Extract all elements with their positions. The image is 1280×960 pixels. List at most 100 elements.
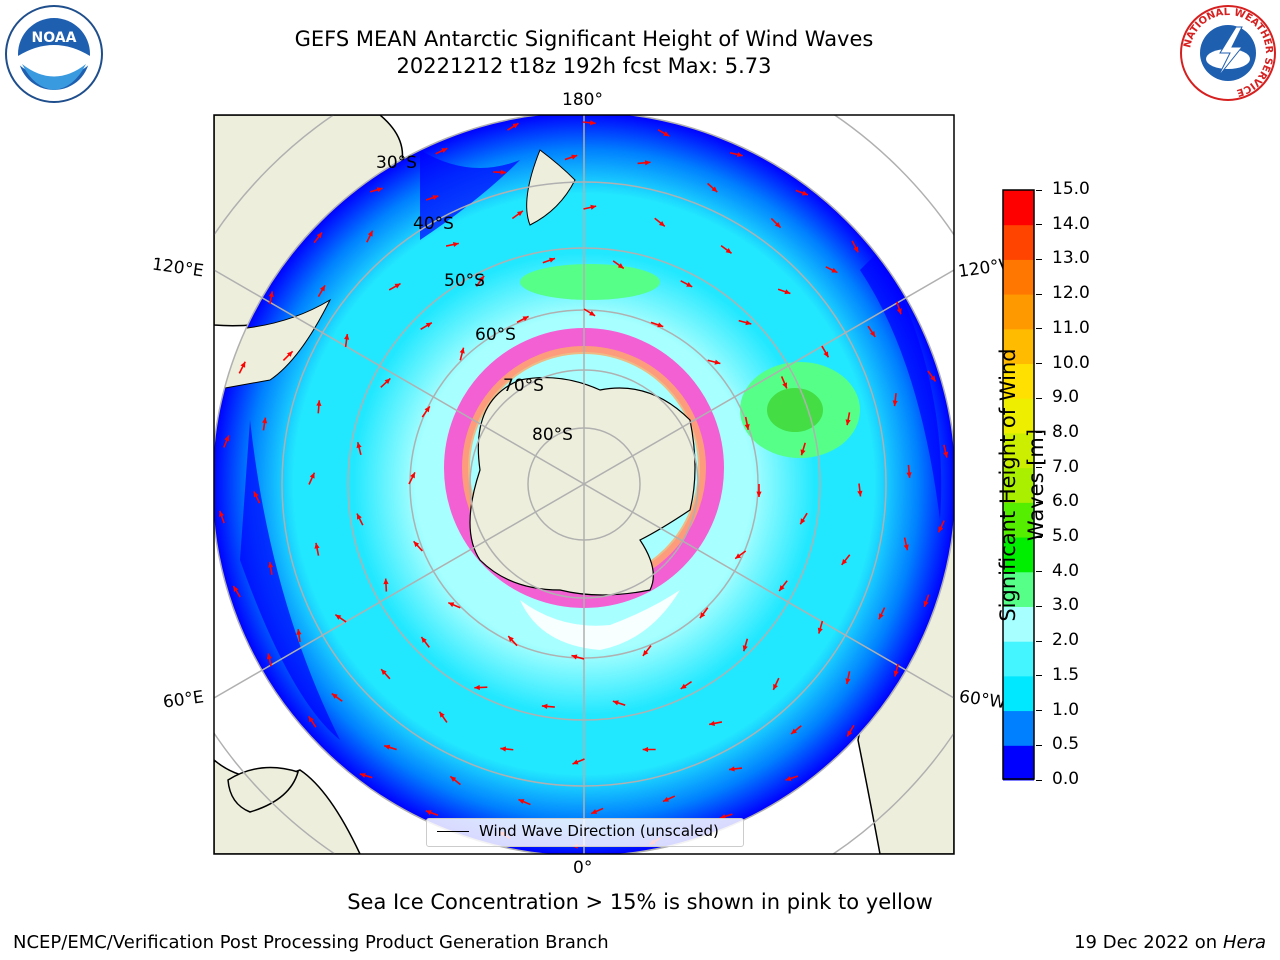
colorbar-segment — [1003, 745, 1034, 781]
wave-direction-arrowhead — [308, 716, 314, 723]
wave-direction-arrowhead — [413, 541, 420, 548]
machine-name: Hera — [1222, 932, 1266, 953]
wave-direction-arrowhead — [699, 612, 706, 619]
wave-direction-arrowhead — [785, 775, 792, 781]
wave-direction-arrowhead — [571, 654, 578, 660]
wave-direction-arrowhead — [474, 684, 480, 691]
map-legend: Wind Wave Direction (unscaled) — [426, 818, 744, 847]
wave-direction-arrowhead — [800, 518, 806, 525]
colorbar-tick-label: 6.0 — [1052, 491, 1080, 512]
wave-direction-arrowhead — [930, 375, 936, 382]
colorbar-tick-label: 9.0 — [1052, 387, 1080, 408]
colorbar-tick-label: 1.0 — [1052, 699, 1080, 720]
wave-direction-arrowhead — [845, 419, 851, 426]
wave-direction-arrowhead — [376, 187, 383, 193]
wave-direction-arrowhead — [617, 263, 624, 269]
wave-direction-arrowhead — [459, 347, 465, 354]
colorbar-segment — [1003, 641, 1034, 677]
wave-direction-arrowhead — [571, 154, 578, 160]
lat-label-80s: 80°S — [532, 425, 573, 445]
colorbar-tick-mark — [1036, 744, 1042, 746]
wave-direction-arrowhead — [736, 151, 743, 158]
wave-direction-arrowhead — [450, 776, 457, 782]
colorbar-tick-mark — [1036, 675, 1042, 677]
wave-direction-arrowhead — [316, 232, 323, 239]
wave-direction-arrowhead — [756, 491, 762, 497]
colorbar-tick-mark — [1036, 640, 1042, 642]
wave-direction-arrowhead — [516, 210, 523, 217]
colorbar-segment — [1003, 363, 1034, 399]
wave-direction-arrowhead — [381, 669, 387, 675]
wave-direction-arrowhead — [448, 602, 455, 608]
wave-direction-arrowhead — [644, 160, 651, 166]
wave-direction-arrowhead — [316, 400, 322, 406]
wave-direction-arrowhead — [831, 267, 838, 273]
wave-direction-arrowhead — [870, 330, 876, 337]
lat-label-70s: 70°S — [503, 376, 544, 396]
wave-direction-arrowhead — [572, 759, 579, 765]
wave-direction-arrowhead — [878, 613, 884, 620]
run-date-text: 19 Dec 2022 on — [1074, 932, 1218, 953]
wave-patch-tasman — [520, 264, 660, 300]
colorbar-tick-mark — [1036, 328, 1042, 330]
wave-direction-arrowhead — [782, 382, 788, 389]
colorbar-tick-mark — [1036, 710, 1042, 712]
wave-direction-arrowhead — [823, 351, 829, 358]
wave-direction-arrowhead — [314, 542, 320, 549]
wave-direction-arrowhead — [518, 799, 525, 804]
wave-direction-arrowhead — [853, 246, 859, 253]
legend-label: Wind Wave Direction (unscaled) — [479, 822, 719, 840]
colorbar-tick-mark — [1036, 293, 1042, 295]
colorbar-tick-label: 5.0 — [1052, 526, 1080, 547]
wave-direction-arrowhead — [441, 148, 448, 153]
wave-direction-arrowhead — [224, 435, 230, 442]
colorbar-tick-label: 13.0 — [1052, 248, 1090, 269]
wave-direction-arrowhead — [425, 810, 432, 816]
wave-direction-arrowhead — [425, 322, 432, 328]
colorbar-tick-label: 14.0 — [1052, 213, 1090, 234]
wave-direction-arrowhead — [512, 123, 519, 129]
wave-direction-arrowhead — [432, 195, 439, 201]
wave-direction-arrowhead — [893, 670, 899, 677]
wave-direction-arrowhead — [714, 359, 721, 365]
colorbar-tick-mark — [1036, 467, 1042, 469]
wave-direction-arrowhead — [800, 449, 806, 456]
colorbar-tick-label: 2.0 — [1052, 630, 1080, 651]
wave-direction-arrowhead — [384, 378, 391, 385]
lat-label-40s: 40°S — [413, 214, 454, 234]
wave-direction-arrowhead — [612, 700, 619, 706]
wave-direction-arrowhead — [791, 728, 797, 734]
sea-ice-note: Sea Ice Concentration > 15% is shown in … — [347, 890, 933, 914]
colorbar-tick-mark — [1036, 432, 1042, 434]
colorbar-segment — [1003, 606, 1034, 642]
colorbar-tick-label: 15.0 — [1052, 179, 1090, 199]
wave-direction-arrowhead — [508, 636, 514, 642]
colorbar-segment — [1003, 537, 1034, 573]
wave-direction-arrowhead — [801, 190, 808, 196]
wave-direction-arrowhead — [589, 310, 596, 316]
colorbar-tick-mark — [1036, 605, 1042, 607]
wave-direction-arrowhead — [817, 627, 823, 634]
colorbar-segment — [1003, 675, 1034, 712]
wave-direction-arrowhead — [309, 472, 315, 479]
nws-logo: NATIONAL WEATHER SERVICE — [1178, 3, 1278, 103]
wave-direction-arrowhead — [686, 282, 693, 287]
wave-direction-arrowhead — [663, 131, 670, 137]
wave-direction-arrowhead — [522, 316, 529, 322]
colorbar-tick-label: 1.5 — [1052, 664, 1080, 685]
wave-direction-arrowhead — [711, 186, 718, 193]
colorbar-segment — [1003, 571, 1034, 607]
wave-direction-arrowhead — [500, 746, 506, 752]
colorbar-tick-mark — [1036, 224, 1042, 226]
colorbar-segment — [1003, 224, 1034, 260]
wave-direction-arrowhead — [268, 561, 274, 568]
colorbar-tick-mark — [1036, 189, 1042, 191]
antarctica-landmass — [469, 376, 696, 596]
wave-direction-arrowhead — [742, 645, 748, 652]
wave-direction-arrowhead — [500, 169, 507, 175]
colorbar-title: Significant Height of Wind Waves [m] — [996, 348, 1048, 622]
colorbar-tick-label: 10.0 — [1052, 352, 1090, 373]
wave-direction-arrowhead — [219, 510, 225, 517]
wave-direction-arrowhead — [589, 120, 596, 126]
wave-direction-arrowhead — [642, 650, 649, 656]
